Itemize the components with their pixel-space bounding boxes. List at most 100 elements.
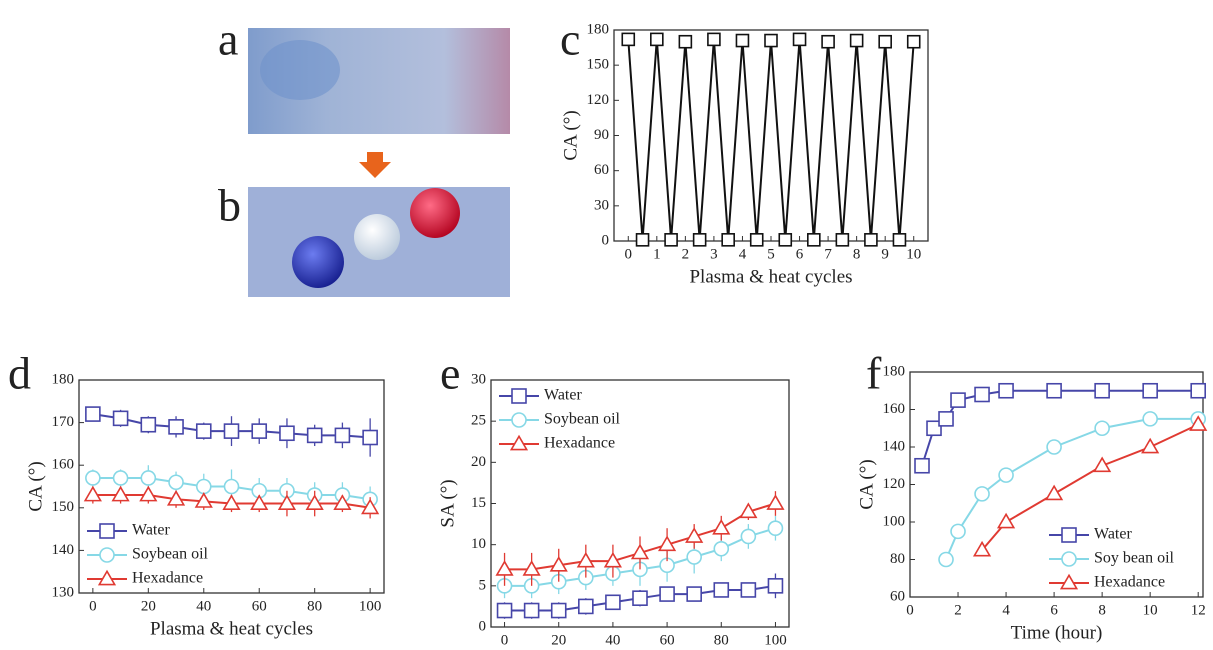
marker <box>635 233 650 247</box>
marker <box>1094 382 1110 399</box>
panel-label: a <box>218 14 238 65</box>
x-tick-label: 2 <box>954 602 962 618</box>
marker <box>140 470 157 486</box>
y-tick-label: 25 <box>471 413 486 429</box>
marker <box>250 494 269 510</box>
marker <box>495 560 514 576</box>
marker <box>767 520 784 537</box>
marker <box>740 582 757 598</box>
y-tick-label: 10 <box>471 536 486 552</box>
y-tick-label: 180 <box>52 371 75 387</box>
marker <box>892 233 907 247</box>
arrow <box>359 152 391 178</box>
marker <box>685 527 704 543</box>
legend-label: Water <box>544 387 582 404</box>
marker <box>168 419 184 435</box>
marker <box>1142 382 1158 399</box>
marker <box>664 233 678 247</box>
marker <box>1142 411 1158 427</box>
x-tick-label: 60 <box>252 598 267 614</box>
y-tick-label: 80 <box>890 551 905 567</box>
y-axis-label: CA (°) <box>560 110 581 160</box>
marker <box>305 494 324 510</box>
marker <box>334 427 351 444</box>
legend-label: Water <box>1094 526 1132 543</box>
marker <box>707 32 721 47</box>
y-tick-label: 140 <box>52 542 75 558</box>
marker <box>1046 439 1062 455</box>
x-tick-label: 80 <box>307 598 322 614</box>
legend-marker <box>511 388 527 404</box>
legend-label: Hexadance <box>1094 574 1165 591</box>
marker <box>603 551 622 568</box>
marker <box>764 33 778 48</box>
x-tick-label: 4 <box>739 246 747 262</box>
marker <box>621 32 636 47</box>
marker <box>222 494 241 510</box>
plot-frame <box>613 29 929 242</box>
x-tick-label: 10 <box>906 246 921 262</box>
marker <box>140 416 157 433</box>
marker <box>998 467 1014 483</box>
x-tick-label: 4 <box>1002 602 1010 618</box>
y-tick-label: 130 <box>52 584 75 600</box>
marker <box>522 560 541 576</box>
marker <box>740 528 757 545</box>
marker <box>550 602 567 619</box>
x-axis-label: Plasma & heat cycles <box>150 618 313 639</box>
y-axis-label: CA (°) <box>25 461 46 511</box>
legend-marker <box>97 569 117 586</box>
marker <box>712 518 731 535</box>
marker <box>692 233 707 247</box>
marker <box>362 429 378 446</box>
marker <box>1045 484 1064 501</box>
legend-label: Soybean oil <box>132 546 209 563</box>
y-tick-label: 160 <box>52 457 75 473</box>
marker <box>767 578 784 594</box>
legend-label: Hexadance <box>132 570 203 587</box>
y-tick-label: 100 <box>883 513 906 529</box>
marker <box>85 470 101 486</box>
marker <box>974 486 990 502</box>
y-tick-label: 160 <box>883 401 906 417</box>
marker <box>821 34 835 49</box>
y-tick-label: 0 <box>479 618 487 634</box>
marker <box>713 540 730 557</box>
droplet <box>410 188 460 238</box>
legend-label: Soy bean oil <box>1094 550 1175 567</box>
panel-label: b <box>218 180 241 231</box>
x-tick-label: 6 <box>1050 602 1058 618</box>
droplet <box>354 214 400 260</box>
marker <box>950 523 966 540</box>
y-tick-label: 0 <box>602 232 610 248</box>
legend-marker <box>1061 551 1077 567</box>
panel-label: c <box>560 14 580 65</box>
legend-label: Hexadance <box>544 435 615 452</box>
y-tick-label: 150 <box>52 499 75 515</box>
marker <box>735 33 750 48</box>
marker <box>279 425 295 442</box>
marker <box>223 423 240 439</box>
x-tick-label: 12 <box>1191 602 1206 618</box>
marker <box>998 382 1014 399</box>
marker <box>926 420 942 437</box>
legend-marker <box>1061 527 1077 543</box>
marker <box>632 590 648 606</box>
x-axis-label: Time (hour) <box>1011 622 1103 643</box>
marker <box>1189 415 1208 431</box>
marker <box>195 478 212 495</box>
marker <box>111 485 130 502</box>
marker <box>739 502 758 519</box>
marker <box>549 555 568 572</box>
marker <box>1094 420 1110 437</box>
marker <box>83 485 102 502</box>
marker <box>166 489 186 506</box>
photo-stain <box>260 40 340 100</box>
legend-marker <box>99 547 115 563</box>
y-tick-label: 20 <box>471 454 486 470</box>
x-axis-label: Plasma & heat cycles <box>689 266 852 287</box>
marker <box>139 485 158 502</box>
marker <box>914 457 930 474</box>
y-tick-label: 15 <box>471 495 486 511</box>
marker <box>523 602 540 619</box>
